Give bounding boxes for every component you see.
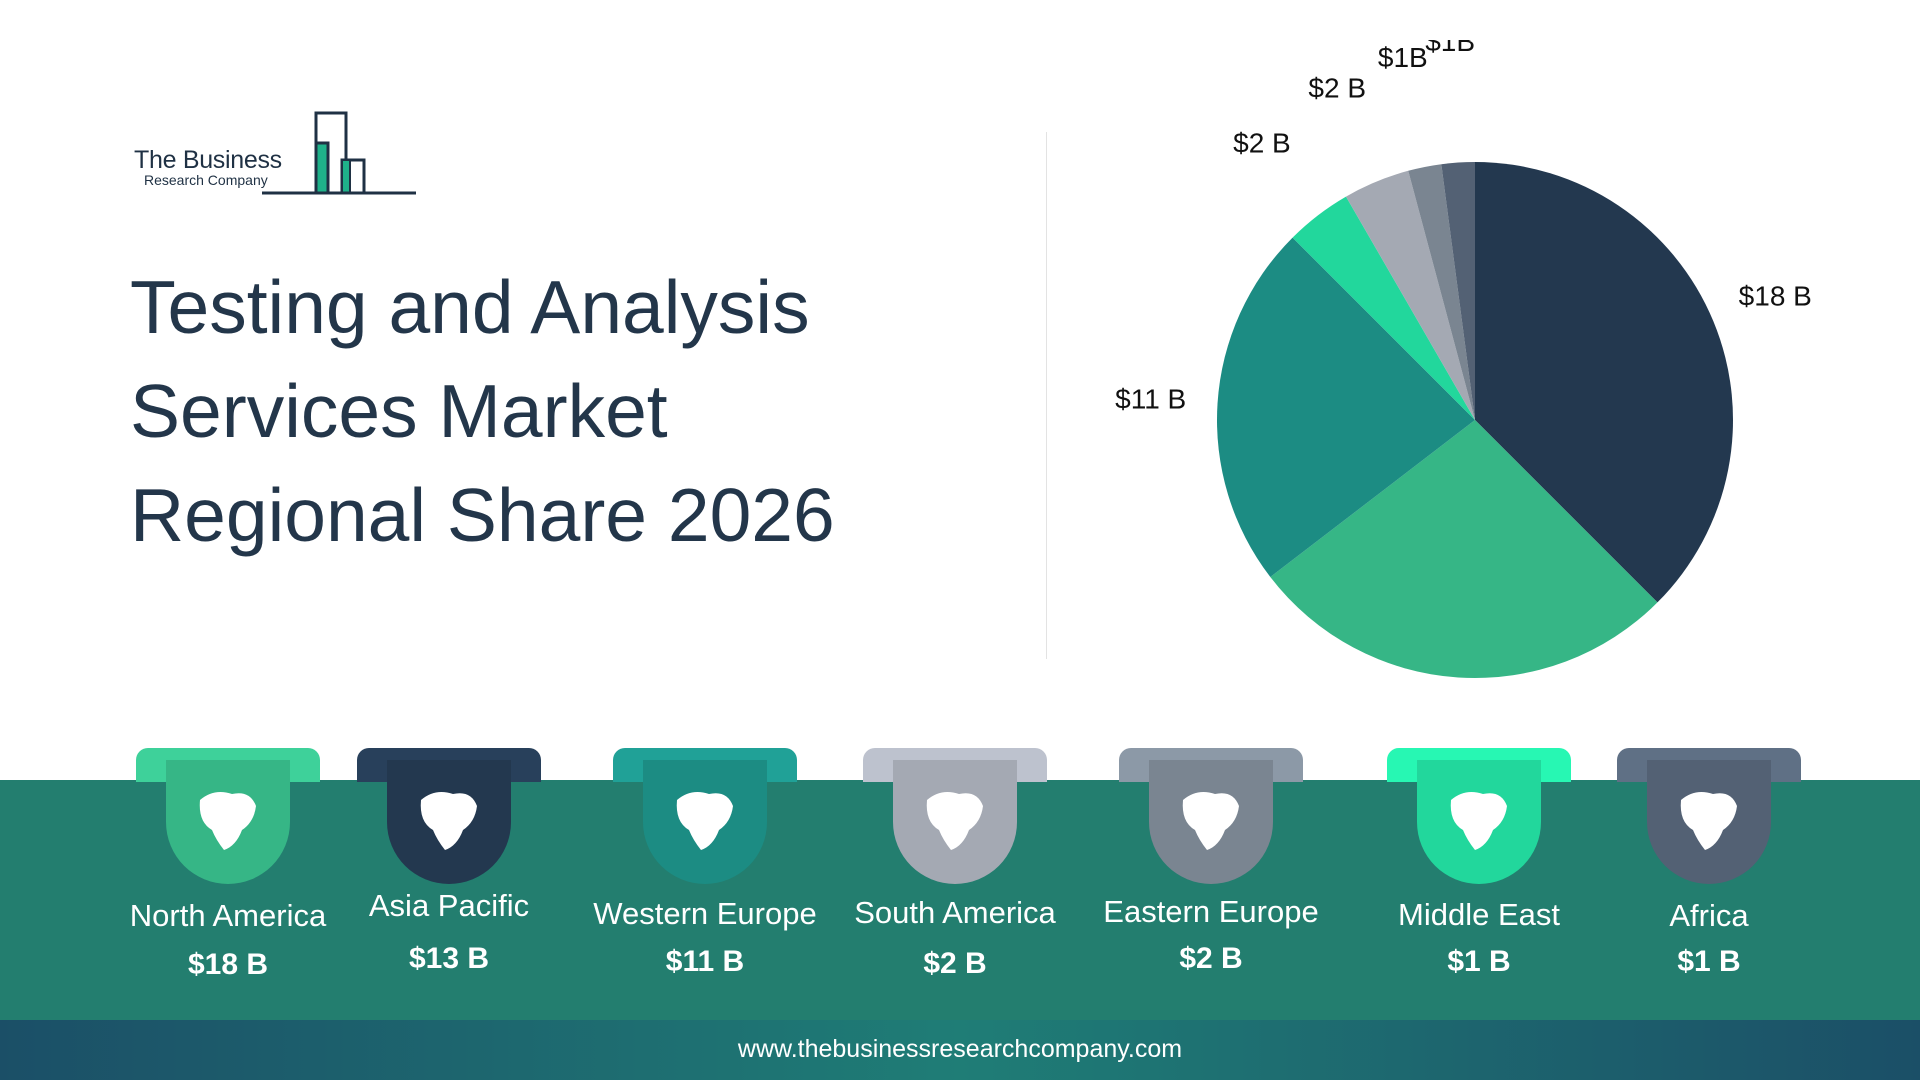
- region-badge: [1647, 760, 1771, 884]
- pie-slice-south-america: [1346, 170, 1475, 420]
- brand-name-line2: Research Company: [144, 172, 268, 188]
- region-card: Asia Pacific $13 B: [319, 748, 579, 998]
- region-card: South America $2 B: [825, 748, 1085, 998]
- pie-slice-north-america: [1475, 162, 1733, 603]
- pie-chart: $18 B $13 B $11 B $2 B $2 B $1B$1B: [1115, 40, 1812, 730]
- region-value: $1 B: [1677, 945, 1741, 978]
- pie-label-asia-pacific: $13 B: [1417, 729, 1490, 730]
- region-name: Middle East: [1398, 897, 1560, 932]
- region-name: Eastern Europe: [1103, 894, 1319, 929]
- region-name: North America: [129, 898, 327, 933]
- pie-slice-africa: [1441, 162, 1475, 420]
- region-badge: [166, 760, 290, 884]
- europe-map-icon: [676, 792, 733, 850]
- divider: [1046, 132, 1047, 659]
- page-title: Testing and Analysis Services Market Reg…: [130, 265, 835, 557]
- region-value: $18 B: [187, 948, 269, 981]
- middle-east-map-icon: [1450, 792, 1507, 850]
- region-value: $13 B: [408, 942, 490, 975]
- pie-label-western-europe: $11 B: [1115, 384, 1186, 415]
- region-name: Asia Pacific: [368, 888, 530, 923]
- footer[interactable]: www.thebusinessresearchcompany.com: [0, 1020, 1920, 1080]
- pie-slice-asia-pacific: [1270, 420, 1658, 678]
- eastern-europe-map-icon: [1182, 792, 1239, 850]
- region-value: $11 B: [665, 945, 745, 978]
- pie-label-africa: $1B: [1425, 40, 1475, 57]
- north-america-map-icon: [199, 792, 256, 850]
- region-badge: [643, 760, 767, 884]
- region-value: $2 B: [1179, 942, 1243, 975]
- region-badge: [1149, 760, 1273, 884]
- region-name: Africa: [1669, 898, 1749, 933]
- region-name: Western Europe: [593, 896, 817, 931]
- africa-map-icon: [1680, 792, 1737, 850]
- pie-label-north-america: $18 B: [1739, 281, 1812, 312]
- south-america-map-icon: [926, 792, 983, 850]
- region-name: South America: [854, 895, 1056, 930]
- region-card: Africa $1 B: [1579, 748, 1839, 998]
- pie-label-middle-east: $2 B: [1233, 127, 1291, 158]
- building-logo-icon: [262, 111, 416, 195]
- pie-slice-middle-east: [1292, 196, 1475, 420]
- region-card: Western Europe $11 B: [575, 748, 835, 998]
- footer-url[interactable]: www.thebusinessresearchcompany.com: [737, 1035, 1183, 1063]
- pie-label-eastern-europe: $1B: [1378, 42, 1428, 73]
- pie-slice-western-europe: [1217, 237, 1475, 578]
- pie-label-south-america: $2 B: [1308, 72, 1366, 103]
- region-value: $1 B: [1447, 945, 1511, 978]
- region-card: Eastern Europe $2 B: [1081, 748, 1341, 998]
- region-badge: [893, 760, 1017, 884]
- pie-slice-eastern-europe: [1408, 164, 1475, 420]
- region-badge: [387, 760, 511, 884]
- asia-map-icon: [420, 792, 477, 850]
- brand-name-line1: The Business: [134, 146, 282, 174]
- region-card: North America $18 B: [98, 748, 358, 998]
- region-value: $2 B: [923, 947, 987, 980]
- region-badge: [1417, 760, 1541, 884]
- region-card: Middle East $1 B: [1349, 748, 1609, 998]
- company-logo: The Business Research Company: [134, 108, 424, 198]
